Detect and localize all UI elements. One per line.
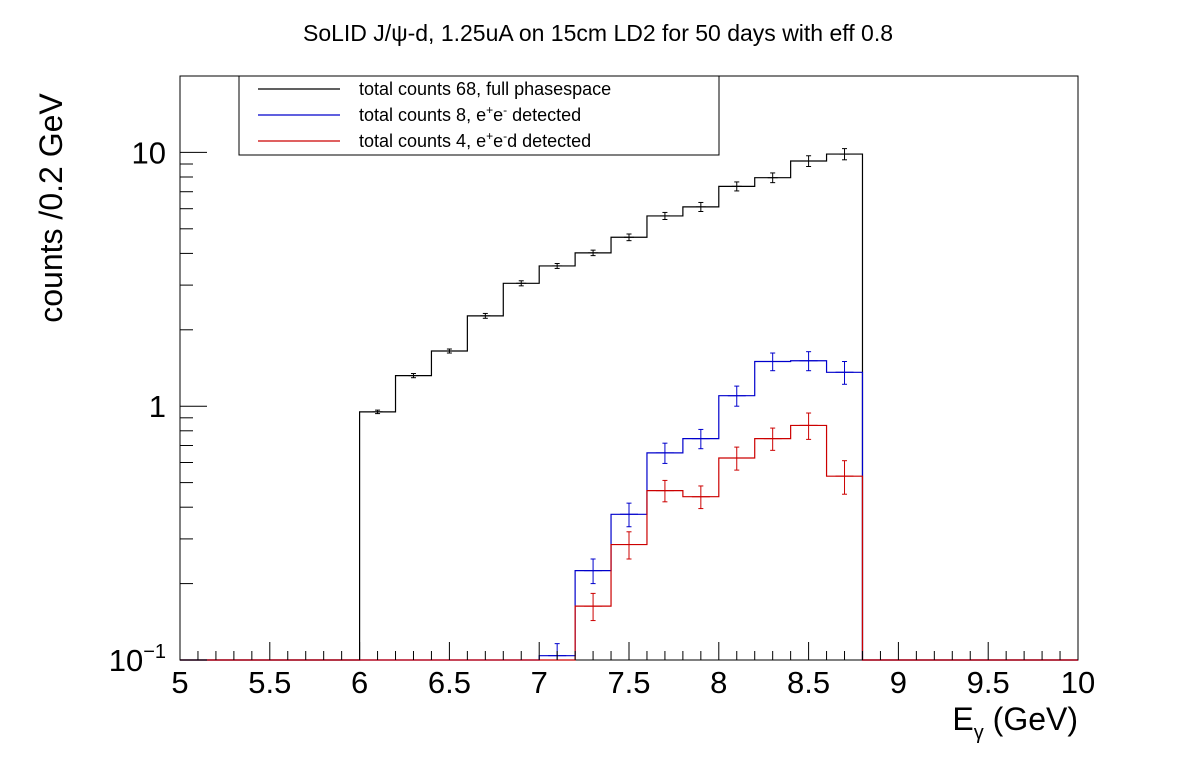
series-2-error-bar — [799, 412, 818, 440]
series-0-error-bar — [516, 280, 527, 287]
x-tick-label: 7 — [531, 665, 548, 700]
series-1-error-bar — [584, 558, 603, 585]
series-2-histogram — [180, 424, 1078, 661]
series-2-error-bar — [655, 479, 674, 503]
series-0-error-bar — [803, 155, 814, 167]
chart-title: SoLID J/ψ-d, 1.25uA on 15cm LD2 for 50 d… — [303, 20, 893, 46]
series-0-error-bar — [624, 233, 634, 242]
x-tick-label: 5.5 — [248, 665, 291, 700]
legend: total counts 68, full phasespace total co… — [238, 75, 720, 156]
series-0-error-bar — [588, 249, 599, 257]
series-1-error-bar — [835, 361, 854, 385]
series-0-error-bar — [731, 181, 742, 192]
series-1-error-bar — [727, 385, 746, 407]
x-tick-label: 8.5 — [787, 665, 830, 700]
series-0-error-bar — [695, 201, 706, 212]
x-tick-label: 6 — [351, 665, 368, 700]
y-axis-label: counts /0.2 GeV — [33, 93, 69, 323]
plot-frame — [179, 75, 1079, 661]
series-2-error-bar — [691, 485, 710, 510]
series-2-error-bar — [727, 446, 746, 471]
axes-layer: 5 5.5 6 6.5 7 7.5 8 8.5 9 9.5 10 10 1 10−1 — [109, 75, 1095, 700]
series-2-error-bar — [620, 531, 638, 560]
series-0-error-bar — [767, 172, 778, 184]
y-tick-label: 10 — [132, 135, 166, 170]
series-0-error-bar — [372, 409, 383, 415]
series-0-error-bar — [839, 148, 850, 161]
x-tick-label: 7.5 — [607, 665, 650, 700]
series-2-error-bar — [763, 427, 782, 451]
x-tick-label: 6.5 — [428, 665, 471, 700]
x-tick-label: 9 — [890, 665, 907, 700]
x-axis-label-suffix: (GeV) — [984, 701, 1078, 737]
series-2-error-bar — [584, 592, 603, 622]
y-tick-label: 1 — [149, 389, 166, 424]
x-tick-label: 9.5 — [967, 665, 1010, 700]
series-0-error-bar — [480, 312, 491, 319]
x-axis-label-main: E — [952, 701, 973, 737]
y-tick-label: 10−1 — [109, 641, 166, 678]
x-tick-label: 10 — [1061, 665, 1095, 700]
series-layer — [180, 148, 1078, 661]
series-0-error-bar — [659, 211, 670, 221]
series-2-error-bar — [835, 460, 854, 495]
series-1-error-bar — [763, 352, 782, 372]
series-1-error-bar — [799, 351, 818, 372]
series-0-error-bar — [408, 373, 419, 379]
x-tick-label: 8 — [710, 665, 727, 700]
series-0-error-bar — [444, 348, 455, 354]
legend-label-2: total counts 4, e+e-d detected — [359, 129, 591, 151]
series-1-error-bar — [691, 428, 710, 450]
legend-label-0: total counts 68, full phasespace — [359, 79, 611, 99]
series-1-error-bar — [620, 502, 638, 528]
series-0-error-bar — [552, 262, 563, 269]
series-0-histogram — [180, 153, 1078, 661]
series-1-error-bar — [655, 442, 674, 464]
x-axis-label: Eγ (GeV) — [952, 701, 1078, 744]
x-tick-label: 5 — [171, 665, 188, 700]
legend-label-1: total counts 8, e+e- detected — [359, 103, 581, 125]
x-axis-label-sub: γ — [974, 722, 984, 744]
